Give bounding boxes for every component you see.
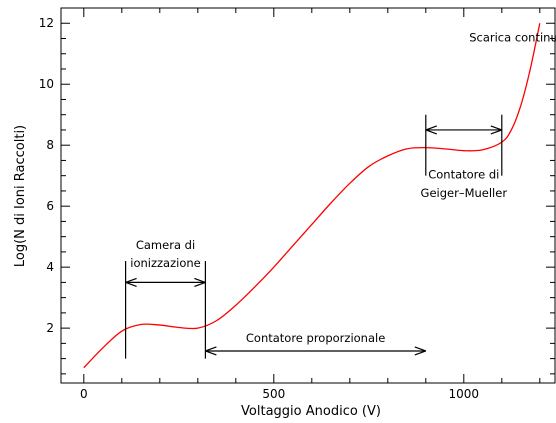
x-tick-label: 1000: [449, 387, 480, 401]
proporzionale-arrowhead-left: [205, 346, 217, 352]
plot-frame: [60, 7, 556, 384]
y-tick-label: 10: [39, 77, 54, 91]
series-layer: [83, 23, 541, 369]
x-tick-label: 0: [80, 387, 88, 401]
geiger-arrowhead-left: [425, 125, 438, 131]
ticks-layer: 0 500 1000 2 4 6 8 10 12: [39, 7, 555, 401]
camera-label: ionizzazione: [130, 256, 200, 270]
proporzionale-label: Contatore proporzionale: [246, 331, 385, 345]
y-tick-label: 4: [46, 260, 54, 274]
geiger-label: Geiger–Mueller: [421, 186, 508, 200]
y-tick-label: 12: [39, 16, 54, 30]
camera-label: Camera di: [136, 238, 195, 252]
y-axis-title: Log(N di Ioni Raccolti): [13, 125, 28, 267]
y-tick-label: 6: [46, 199, 54, 213]
geiger-arrowhead-right: [490, 129, 503, 135]
annotations-layer: Camera di ionizzazione Contatore proporzio…: [124, 31, 556, 359]
x-tick-label: 500: [262, 387, 285, 401]
x-axis-title: Voltaggio Anodico (V): [241, 404, 381, 419]
geiger-arrowhead-left: [425, 129, 438, 135]
series-line: [83, 23, 541, 369]
proporzionale-arrowhead-right: [414, 346, 427, 352]
proporzionale-arrowhead-left: [205, 350, 217, 356]
y-tick-label: 2: [46, 321, 54, 335]
camera-arrowhead-left: [125, 277, 137, 283]
camera-arrowhead-left: [125, 281, 137, 287]
geiger-label: Contatore di: [428, 168, 499, 182]
scarica-label: Scarica continua: [469, 31, 556, 45]
camera-arrowhead-right: [194, 277, 206, 283]
camera-arrowhead-right: [194, 281, 206, 287]
proporzionale-arrowhead-right: [414, 350, 427, 356]
y-tick-label: 8: [46, 138, 54, 152]
geiger-arrowhead-right: [490, 125, 503, 131]
